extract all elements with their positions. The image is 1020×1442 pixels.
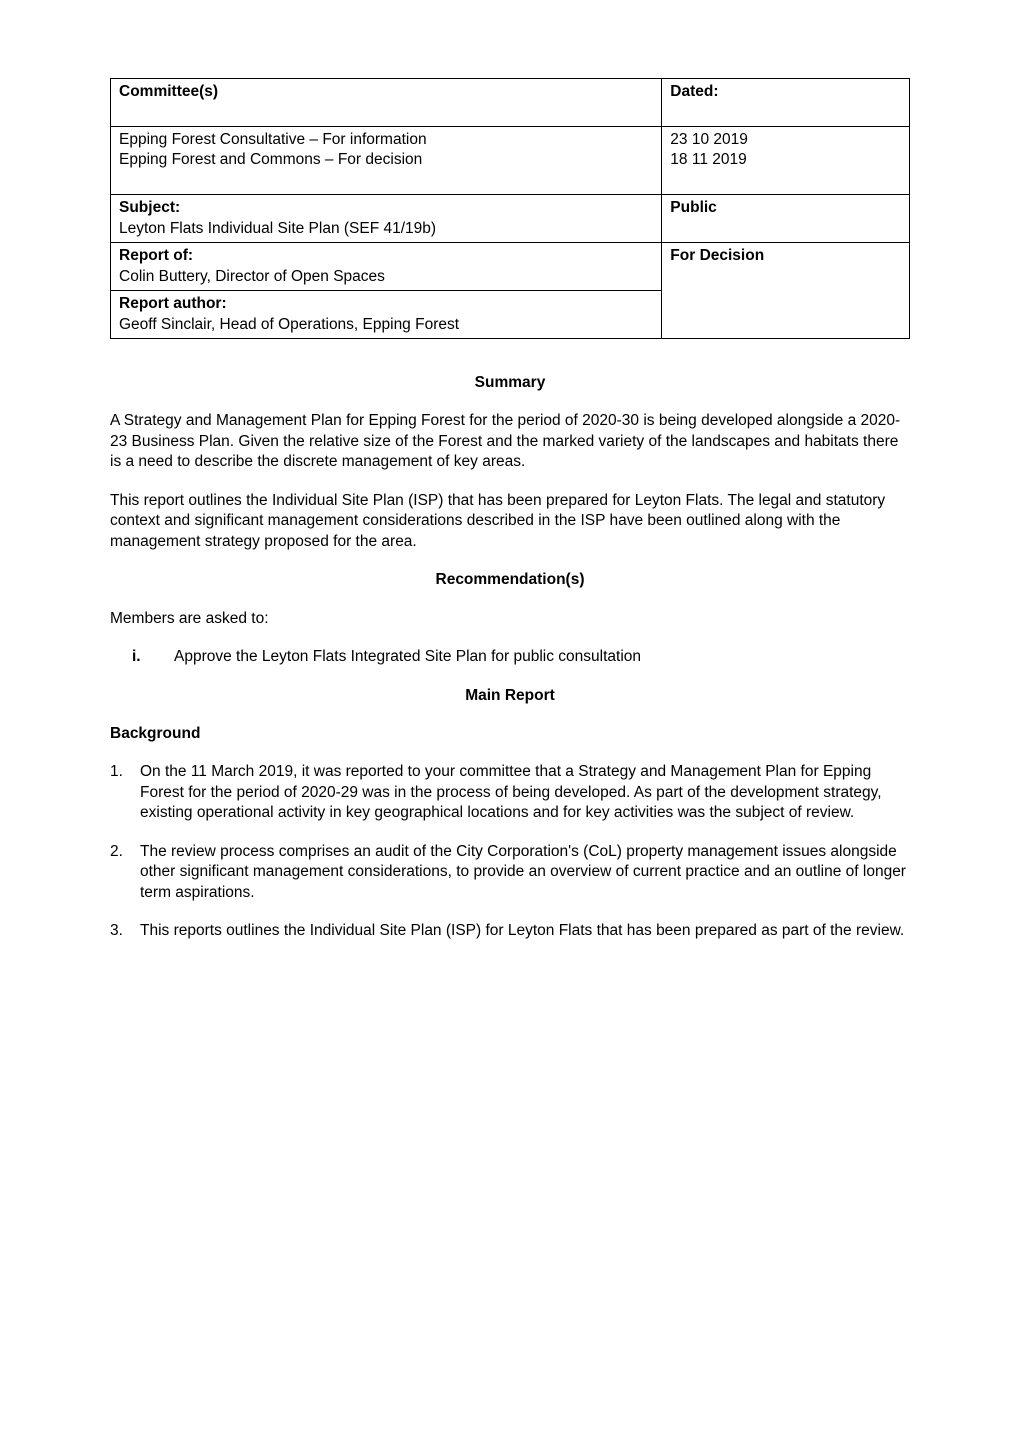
table-cell-left: Report author:Geoff Sinclair, Head of Op… (111, 291, 662, 339)
summary-title: Summary (110, 373, 910, 393)
background-title: Background (110, 724, 910, 744)
table-row: Subject:Leyton Flats Individual Site Pla… (111, 195, 910, 243)
list-marker: 1. (110, 762, 123, 782)
table-row: Committee(s) Dated: (111, 79, 910, 127)
table-cell-right: 23 10 201918 11 2019 (662, 126, 910, 194)
table-cell-left: Committee(s) (111, 79, 662, 127)
table-row: Report of:Colin Buttery, Director of Ope… (111, 243, 910, 291)
list-marker: i. (132, 647, 141, 667)
list-item: 2.The review process comprises an audit … (136, 842, 910, 903)
list-item: i.Approve the Leyton Flats Integrated Si… (152, 647, 910, 667)
list-text: The review process comprises an audit of… (140, 843, 906, 901)
table-cell-left: Subject:Leyton Flats Individual Site Pla… (111, 195, 662, 243)
cell-blank-line (119, 171, 653, 191)
cell-line: Subject: (119, 198, 653, 218)
cell-line: Geoff Sinclair, Head of Operations, Eppi… (119, 315, 653, 335)
cell-line: 18 11 2019 (670, 150, 901, 170)
cell-line: Dated: (670, 82, 901, 102)
cell-line: Public (670, 198, 901, 218)
cell-line: Leyton Flats Individual Site Plan (SEF 4… (119, 219, 653, 239)
list-marker: 3. (110, 921, 123, 941)
background-list: 1. On the 11 March 2019, it was reported … (110, 762, 910, 941)
cell-line: 23 10 2019 (670, 130, 901, 150)
list-text: On the 11 March 2019, it was reported to… (140, 763, 882, 821)
cell-line: Colin Buttery, Director of Open Spaces (119, 267, 653, 287)
table-cell-right: Public (662, 195, 910, 243)
summary-paragraph: This report outlines the Individual Site… (110, 491, 910, 552)
cell-line: Committee(s) (119, 82, 653, 102)
recommendations-list: i. Approve the Leyton Flats Integrated Si… (110, 647, 910, 667)
recommendations-lead: Members are asked to: (110, 609, 910, 629)
list-item: 1.On the 11 March 2019, it was reported … (136, 762, 910, 823)
summary-paragraph: A Strategy and Management Plan for Eppin… (110, 411, 910, 472)
cell-line: Epping Forest Consultative – For informa… (119, 130, 653, 150)
recommendations-title: Recommendation(s) (110, 570, 910, 590)
table-cell-left: Epping Forest Consultative – For informa… (111, 126, 662, 194)
table-cell-right: Dated: (662, 79, 910, 127)
main-report-title: Main Report (110, 686, 910, 706)
list-item: 3.This reports outlines the Individual S… (136, 921, 910, 941)
summary-paras: A Strategy and Management Plan for Eppin… (110, 411, 910, 552)
table-row: Epping Forest Consultative – For informa… (111, 126, 910, 194)
cell-blank-line (119, 102, 653, 122)
list-text: Approve the Leyton Flats Integrated Site… (174, 648, 641, 665)
cell-line: Epping Forest and Commons – For decision (119, 150, 653, 170)
table-cell-left: Report of:Colin Buttery, Director of Ope… (111, 243, 662, 291)
metadata-table-body: Committee(s) Dated: Epping Forest Consult… (111, 79, 910, 339)
table-cell-right: For Decision (662, 243, 910, 339)
metadata-table: Committee(s) Dated: Epping Forest Consult… (110, 78, 910, 339)
cell-line: For Decision (670, 246, 901, 266)
cell-line: Report author: (119, 294, 653, 314)
cell-line: Report of: (119, 246, 653, 266)
list-text: This reports outlines the Individual Sit… (140, 922, 904, 939)
list-marker: 2. (110, 842, 123, 862)
